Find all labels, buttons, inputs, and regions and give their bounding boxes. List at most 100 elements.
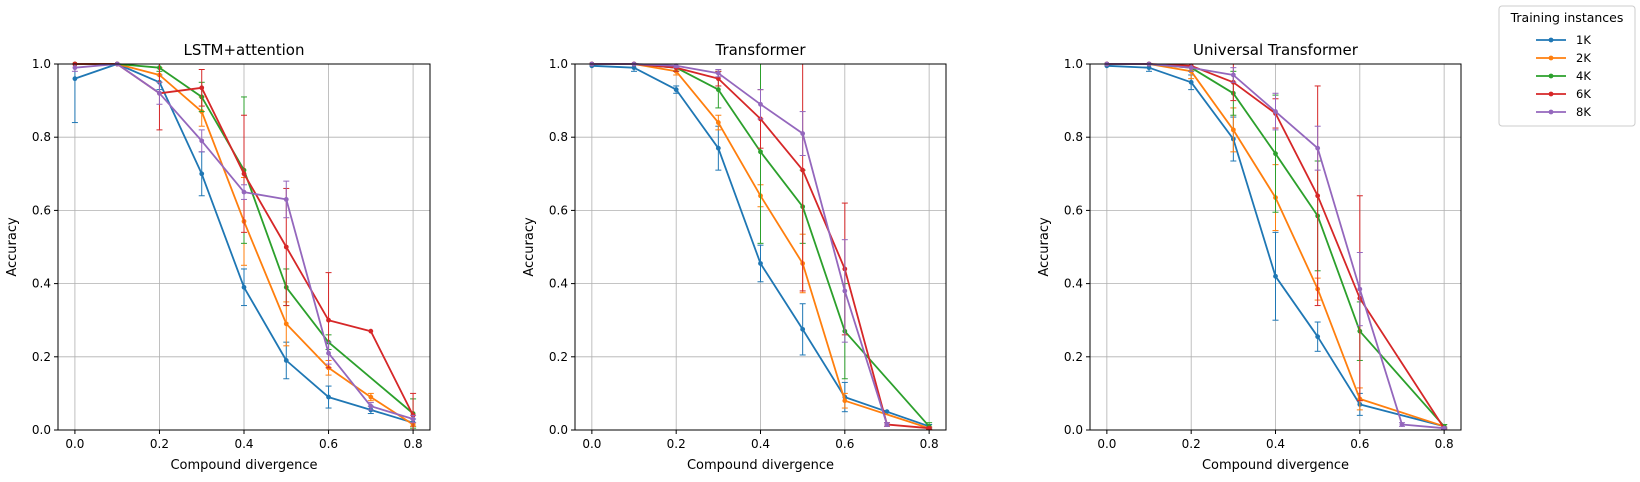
legend-label-1K: 1K [1576, 33, 1591, 47]
data-point [1230, 127, 1236, 133]
x-tick-label: 0.8 [920, 437, 939, 451]
y-axis-label: Accuracy [1037, 217, 1052, 277]
data-point [1273, 109, 1278, 114]
y-tick-label: 0.0 [32, 423, 51, 437]
y-tick-label: 0.2 [32, 350, 51, 364]
y-tick-label: 1.0 [32, 57, 51, 71]
data-point [631, 65, 637, 71]
x-tick-label: 0.2 [150, 437, 169, 451]
y-tick-label: 0.6 [32, 203, 51, 217]
data-point [199, 138, 205, 144]
data-point [1146, 65, 1152, 71]
x-tick-label: 0.4 [751, 437, 770, 451]
data-point [326, 350, 331, 356]
data-point [758, 261, 763, 266]
legend-label-6K: 6K [1576, 87, 1591, 101]
data-point [72, 76, 78, 82]
data-point [926, 425, 932, 431]
data-point [283, 244, 289, 250]
data-point [368, 394, 374, 400]
data-point [715, 87, 721, 93]
x-axis-label: Compound divergence [1202, 458, 1349, 473]
x-tick-label: 0.2 [667, 437, 686, 451]
chart-title: Transformer [714, 41, 806, 59]
chart-panel-1: 0.0 0.2 0.4 0.6 0.8 0.0 0.2 0.4 0.6 0.8 1.0 LSTM+at… [5, 41, 431, 473]
x-tick-label: 0.0 [1097, 437, 1116, 451]
data-point [1273, 151, 1278, 157]
chart-title: Universal Transformer [1193, 41, 1359, 59]
data-point [1357, 286, 1363, 292]
x-tick-label: 0.6 [1350, 437, 1369, 451]
x-tick-label: 0.2 [1182, 437, 1201, 451]
x-tick-label: 0.8 [1435, 437, 1454, 451]
data-point [368, 403, 374, 409]
data-point [241, 284, 247, 290]
legend-label-2K: 2K [1576, 51, 1591, 65]
legend-marker-8K [1548, 109, 1554, 115]
data-point [1315, 193, 1321, 199]
series-line [1106, 64, 1445, 428]
y-tick-label: 0.0 [1064, 423, 1083, 437]
legend-entries: 1K 2K 4K 6K 8K [1536, 33, 1591, 119]
data-point [326, 317, 331, 323]
data-point [1315, 334, 1321, 340]
data-point [800, 131, 806, 136]
x-tick-label: 0.8 [404, 437, 423, 451]
x-tick-label: 0.4 [1266, 437, 1285, 451]
x-axis-label: Compound divergence [687, 458, 834, 473]
y-axis-label: Accuracy [522, 217, 537, 277]
data-point [842, 398, 848, 404]
data-point [800, 167, 806, 173]
y-tick-label: 0.4 [1064, 277, 1083, 291]
data-point [368, 328, 374, 334]
y-tick-label: 0.8 [1064, 130, 1083, 144]
data-point [72, 65, 78, 71]
legend-label-8K: 8K [1576, 105, 1591, 119]
data-point [842, 288, 848, 294]
y-tick-label: 0.4 [32, 277, 51, 291]
y-tick-label: 0.0 [549, 423, 568, 437]
series-line [74, 63, 414, 415]
data-point [673, 63, 679, 69]
data-point [199, 85, 205, 91]
legend-marker-4K [1548, 73, 1554, 79]
y-tick-label: 0.2 [549, 350, 568, 364]
data-point [758, 149, 763, 155]
x-axis-label: Compound divergence [170, 458, 317, 473]
data-point [884, 409, 890, 415]
chart-panel-3: 0.0 0.2 0.4 0.6 0.8 0.0 0.2 0.4 0.6 0.8 1.0 Univers… [1037, 41, 1462, 473]
data-point [1230, 72, 1236, 78]
data-point [410, 416, 416, 422]
legend-title: Training instances [1510, 10, 1624, 25]
data-point [1315, 145, 1321, 151]
x-tick-label: 0.6 [319, 437, 338, 451]
data-point [1441, 425, 1447, 431]
y-tick-label: 1.0 [549, 57, 568, 71]
x-tick-label: 0.0 [582, 437, 601, 451]
data-point [1399, 422, 1405, 427]
data-point [157, 90, 162, 96]
y-tick-label: 0.8 [32, 130, 51, 144]
y-tick-label: 0.6 [549, 203, 568, 217]
data-point [715, 70, 721, 76]
data-point [1188, 65, 1194, 71]
series-8K [1104, 61, 1448, 431]
legend-marker-2K [1548, 55, 1554, 61]
x-tick-label: 0.0 [65, 437, 84, 451]
y-tick-label: 1.0 [1064, 57, 1083, 71]
legend-label-4K: 4K [1576, 69, 1591, 83]
legend-marker-6K [1548, 91, 1554, 97]
legend: Training instances 1K 2K 4K 6K 8K [1498, 5, 1636, 127]
x-tick-label: 0.4 [234, 437, 253, 451]
data-point [800, 326, 806, 332]
data-point [199, 171, 205, 177]
legend-marker-1K [1548, 37, 1554, 43]
data-point [758, 101, 763, 107]
data-point [715, 145, 721, 151]
y-tick-label: 0.8 [549, 130, 568, 144]
data-point [715, 120, 721, 125]
y-tick-label: 0.6 [1064, 203, 1083, 217]
data-point [715, 76, 721, 82]
data-point [241, 171, 247, 177]
